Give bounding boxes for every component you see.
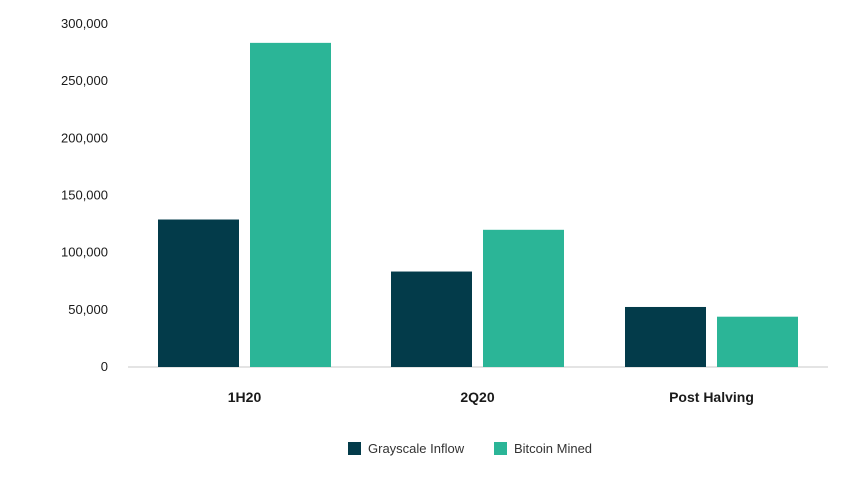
x-axis-category-labels: 1H20 2Q20 Post Halving xyxy=(228,389,754,405)
x-category-label: Post Halving xyxy=(669,389,754,405)
y-tick-label: 200,000 xyxy=(61,130,108,145)
legend-swatch-bitcoin-mined xyxy=(494,442,507,455)
y-tick-label: 0 xyxy=(101,359,108,374)
legend-label-bitcoin-mined: Bitcoin Mined xyxy=(514,441,592,456)
legend-label-grayscale-inflow: Grayscale Inflow xyxy=(368,441,465,456)
bar-grayscale-inflow-1h20 xyxy=(158,219,239,367)
legend-swatch-grayscale-inflow xyxy=(348,442,361,455)
bar-bitcoin-mined-1h20 xyxy=(250,42,331,368)
y-axis-ticks: 0 50,000 100,000 150,000 200,000 250,000 300,0… xyxy=(61,16,108,374)
y-tick-label: 100,000 xyxy=(61,245,108,260)
bars-group xyxy=(158,42,798,368)
bar-grayscale-inflow-2q20 xyxy=(391,271,472,367)
x-category-label: 1H20 xyxy=(228,389,262,405)
bar-bitcoin-mined-post-halving xyxy=(717,316,798,367)
y-tick-label: 300,000 xyxy=(61,16,108,31)
x-category-label: 2Q20 xyxy=(460,389,494,405)
legend: Grayscale Inflow Bitcoin Mined xyxy=(348,441,592,456)
bar-bitcoin-mined-2q20 xyxy=(483,229,564,367)
bar-grayscale-inflow-post-halving xyxy=(625,306,706,367)
y-tick-label: 150,000 xyxy=(61,188,108,203)
y-tick-label: 250,000 xyxy=(61,73,108,88)
y-tick-label: 50,000 xyxy=(68,302,108,317)
